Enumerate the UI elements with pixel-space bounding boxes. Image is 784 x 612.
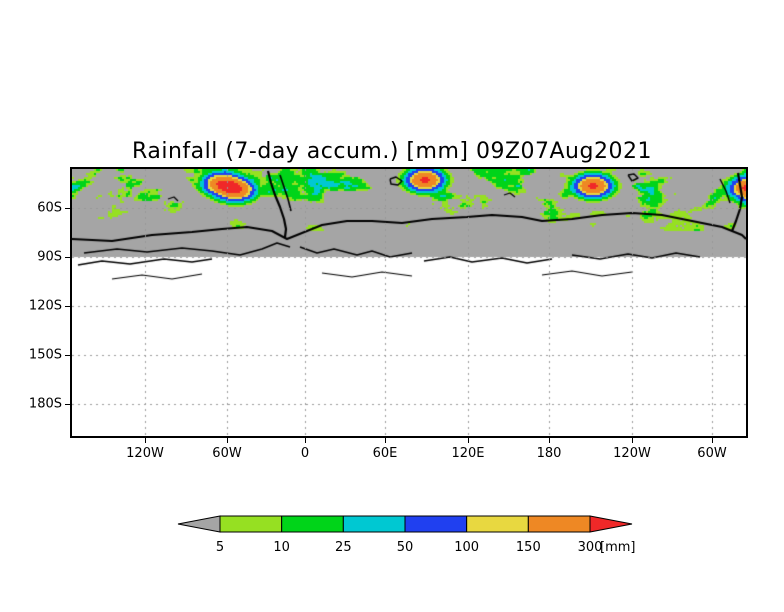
x-axis-label: 60W bbox=[212, 446, 242, 461]
x-axis-label: 120E bbox=[451, 446, 485, 461]
map-plot-area bbox=[70, 167, 748, 438]
colorbar-segment bbox=[342, 515, 406, 533]
colorbar: 5 10 25 50 100 150 300 [mm] bbox=[160, 512, 650, 564]
x-axis-label: 60E bbox=[372, 446, 398, 461]
colorbar-swatches bbox=[177, 515, 633, 533]
x-tick-4 bbox=[468, 438, 469, 443]
colorbar-tick-label: 25 bbox=[335, 540, 352, 555]
x-axis-label: 120W bbox=[126, 446, 164, 461]
y-tick-0 bbox=[65, 208, 70, 209]
x-tick-0 bbox=[145, 438, 146, 443]
x-tick-5 bbox=[549, 438, 550, 443]
colorbar-tick-label: 150 bbox=[515, 540, 541, 555]
x-axis-label: 120W bbox=[613, 446, 651, 461]
x-axis-label: 60W bbox=[697, 446, 727, 461]
colorbar-over-arrow bbox=[589, 515, 633, 533]
colorbar-segment bbox=[219, 515, 283, 533]
x-axis-label: 0 bbox=[300, 446, 310, 461]
colorbar-tick-label: 100 bbox=[454, 540, 480, 555]
y-tick-3 bbox=[65, 355, 70, 356]
grid-overlay bbox=[72, 169, 746, 436]
y-tick-2 bbox=[65, 306, 70, 307]
x-tick-2 bbox=[305, 438, 306, 443]
y-axis-label: 90S bbox=[37, 249, 62, 265]
x-axis-label: 180 bbox=[536, 446, 562, 461]
y-axis-label: 150S bbox=[28, 347, 62, 363]
y-axis-label: 120S bbox=[28, 298, 62, 314]
colorbar-tick-label: 10 bbox=[273, 540, 290, 555]
colorbar-tick-label: 50 bbox=[396, 540, 414, 555]
x-tick-3 bbox=[385, 438, 386, 443]
x-tick-7 bbox=[712, 438, 713, 443]
x-tick-1 bbox=[227, 438, 228, 443]
colorbar-tick-label: 300 bbox=[577, 540, 603, 555]
colorbar-unit-label: [mm] bbox=[600, 540, 636, 555]
map-clip bbox=[72, 169, 746, 436]
colorbar-under-arrow bbox=[177, 515, 221, 533]
colorbar-segment bbox=[281, 515, 344, 533]
colorbar-segment bbox=[527, 515, 591, 533]
y-tick-1 bbox=[65, 257, 70, 258]
page-title: Rainfall (7-day accum.) [mm] 09Z07Aug202… bbox=[132, 139, 652, 164]
colorbar-segment bbox=[466, 515, 529, 533]
y-axis-label: 60S bbox=[37, 200, 62, 216]
y-tick-4 bbox=[65, 404, 70, 405]
y-axis-label: 180S bbox=[28, 396, 62, 412]
x-tick-6 bbox=[632, 438, 633, 443]
colorbar-tick-label: 5 bbox=[215, 540, 225, 555]
colorbar-segment bbox=[404, 515, 468, 533]
